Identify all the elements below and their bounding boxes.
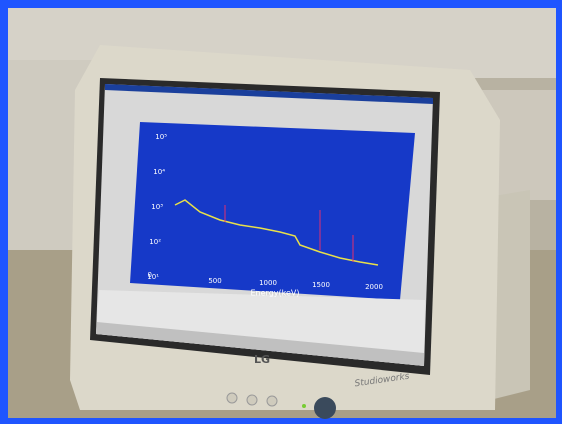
x-tick-label: 2000 [365,283,383,291]
y-tick-label: 10² [149,238,161,246]
button [267,396,277,406]
y-tick-label: 10³ [151,203,163,211]
y-tick-label: 10⁴ [153,168,165,176]
button [247,395,257,405]
plot-area [130,122,415,300]
x-axis-label: Energy(keV) [251,289,300,298]
button [227,393,237,403]
brand: LG [254,353,270,366]
y-tick-label: 10⁵ [155,133,167,141]
x-tick-label: 1000 [259,279,277,287]
power-button [314,397,336,419]
power-led [302,404,306,408]
x-tick-label: 1500 [312,281,330,289]
y-tick-label: 0 [148,271,152,279]
x-tick-label: 500 [208,277,221,285]
photo: 10⁵10⁴10³10²10¹0500100015002000Energy(ke… [0,0,562,424]
